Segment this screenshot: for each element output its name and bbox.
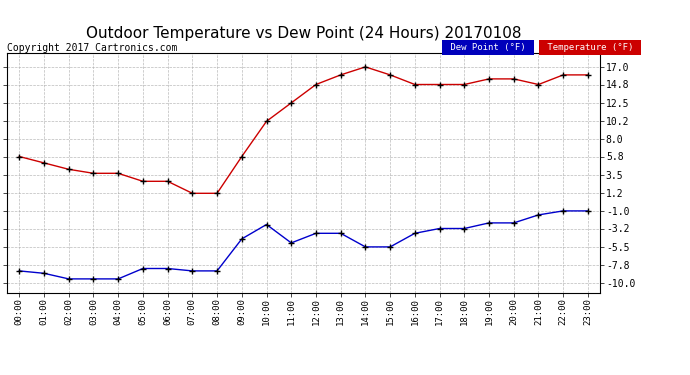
Text: Copyright 2017 Cartronics.com: Copyright 2017 Cartronics.com bbox=[7, 43, 177, 53]
Text: Outdoor Temperature vs Dew Point (24 Hours) 20170108: Outdoor Temperature vs Dew Point (24 Hou… bbox=[86, 26, 522, 41]
Text: Dew Point (°F): Dew Point (°F) bbox=[445, 43, 531, 52]
Text: Temperature (°F): Temperature (°F) bbox=[542, 43, 638, 52]
